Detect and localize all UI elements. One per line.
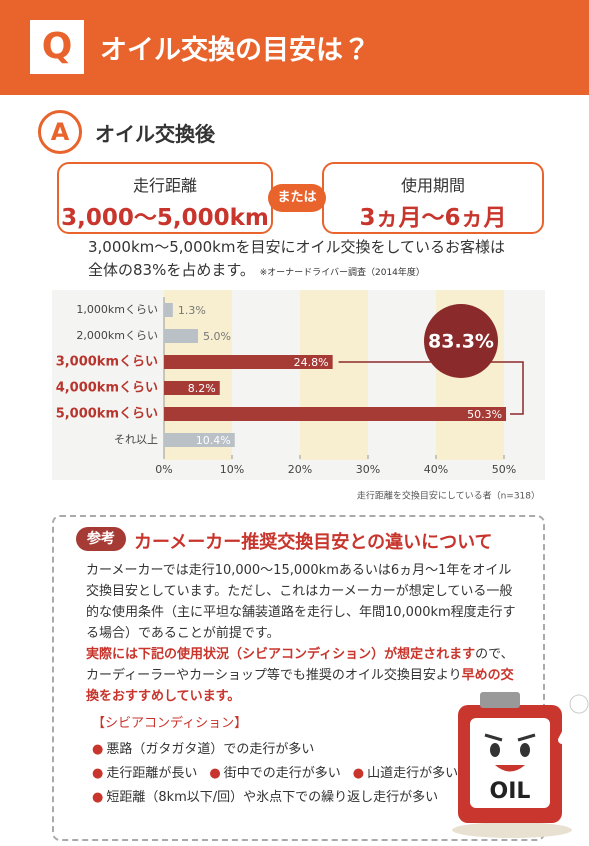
bar — [164, 303, 173, 317]
mascot-label: OIL — [490, 779, 531, 804]
can-label — [470, 718, 550, 808]
emphasis: 実際には下記の使用状況（シビアコンディション）が想定されます — [86, 647, 476, 662]
condition: 街中での走行が多い — [209, 766, 340, 781]
conditions-row: 短距離（8km以下/回）や氷点下での繰り返し走行が多い — [92, 786, 450, 805]
emphasis: 早めの交換をおすすめしています。 — [86, 668, 514, 704]
value-label: 1.3% — [178, 304, 206, 317]
header-title: オイル交換の目安は？ — [100, 35, 370, 66]
conditions-row: 悪路（ガタガタ道）での走行が多い — [92, 738, 326, 757]
bar — [164, 407, 507, 421]
bar — [164, 355, 333, 369]
value-label: 50.3% — [467, 408, 502, 421]
x-tick-label: 0% — [155, 463, 172, 476]
annotation-circle — [424, 304, 498, 378]
condition: 山道走行が多い — [353, 766, 458, 781]
summary-line: 全体の83%を占めます。 — [88, 261, 255, 279]
paragraph: カーメーカーでは走行10,000〜15,000kmあるいは6ヵ月〜1年をオイル交… — [86, 563, 516, 641]
distance-box: 走行距離 3,000〜5,000km — [57, 162, 273, 234]
summary-line: 3,000km〜5,000kmを目安にオイル交換をしているお客様は — [88, 238, 506, 256]
eyebrows — [484, 733, 536, 742]
x-tick-label: 50% — [492, 463, 516, 476]
category-label: 5,000kmくらい — [56, 407, 158, 422]
q-mark: Q — [30, 20, 84, 74]
a-mark: A — [38, 110, 82, 154]
reference-frame — [52, 515, 545, 841]
header-band — [0, 0, 589, 95]
x-tick-label: 20% — [288, 463, 312, 476]
value-label: 5.0% — [203, 330, 231, 343]
category-label: それ以上 — [114, 433, 158, 446]
distance-label: 走行距離 — [132, 176, 197, 195]
eye — [520, 743, 530, 757]
distance-value: 3,000〜5,000km — [61, 205, 269, 231]
period-label: 使用期間 — [400, 176, 465, 195]
bar — [164, 433, 235, 447]
conditions-heading: 【シビアコンディション】 — [92, 716, 248, 731]
x-tick-label: 30% — [356, 463, 380, 476]
category-label: 1,000kmくらい — [76, 303, 158, 316]
reference-tag: 参考 — [76, 527, 126, 551]
value-label: 8.2% — [188, 382, 216, 395]
answer-title: オイル交換後 — [95, 122, 215, 146]
condition: 短距離（8km以下/回）や氷点下での繰り返し走行が多い — [92, 790, 438, 805]
mascot: OIL — [452, 692, 589, 838]
can-cap — [480, 692, 520, 708]
annotation: 83.3% — [428, 331, 494, 353]
period-value: 3ヵ月〜6ヵ月 — [359, 205, 507, 231]
arm — [558, 706, 582, 744]
summary-line: 全体の83%を占めます。 ※オーナードライバー調査（2014年度） — [88, 259, 425, 280]
period-box: 使用期間 3ヵ月〜6ヵ月 — [322, 162, 544, 234]
connector: または — [268, 184, 326, 212]
bar — [164, 329, 198, 343]
category-label: 3,000kmくらい — [56, 355, 158, 370]
category-label: 2,000kmくらい — [76, 329, 158, 342]
condition: 悪路（ガタガタ道）での走行が多い — [92, 742, 314, 757]
survey-note: ※オーナードライバー調査（2014年度） — [259, 268, 425, 278]
value-label: 24.8% — [294, 356, 329, 369]
chart: 0% 10% 20% 30% 40% 50% 1,000kmくらい 1.3% 2,000kmくら… — [52, 290, 545, 502]
x-tick-label: 40% — [424, 463, 448, 476]
x-tick-label: 10% — [220, 463, 244, 476]
band — [300, 290, 368, 460]
eye — [490, 743, 500, 757]
bar — [164, 381, 220, 395]
condition: 走行距離が長い — [92, 766, 197, 781]
category-label: 4,000kmくらい — [56, 381, 158, 396]
paragraph: 実際には下記の使用状況（シビアコンディション）が想定されますので、カーディーラー… — [86, 644, 524, 707]
shadow — [452, 822, 572, 838]
band — [164, 290, 232, 460]
value-label: 10.4% — [196, 434, 231, 447]
conditions-row: 走行距離が長い街中での走行が多い山道走行が多い — [92, 762, 470, 781]
hand — [569, 694, 589, 714]
text: ので、カーディーラーやカーショップ等でも推奨のオイル交換目安より — [86, 647, 514, 683]
source-note: 走行距離を交換目安にしている者（n=318） — [357, 490, 540, 502]
reference-title: カーメーカー推奨交換目安との違いについて — [134, 532, 493, 553]
mouth — [495, 765, 525, 772]
